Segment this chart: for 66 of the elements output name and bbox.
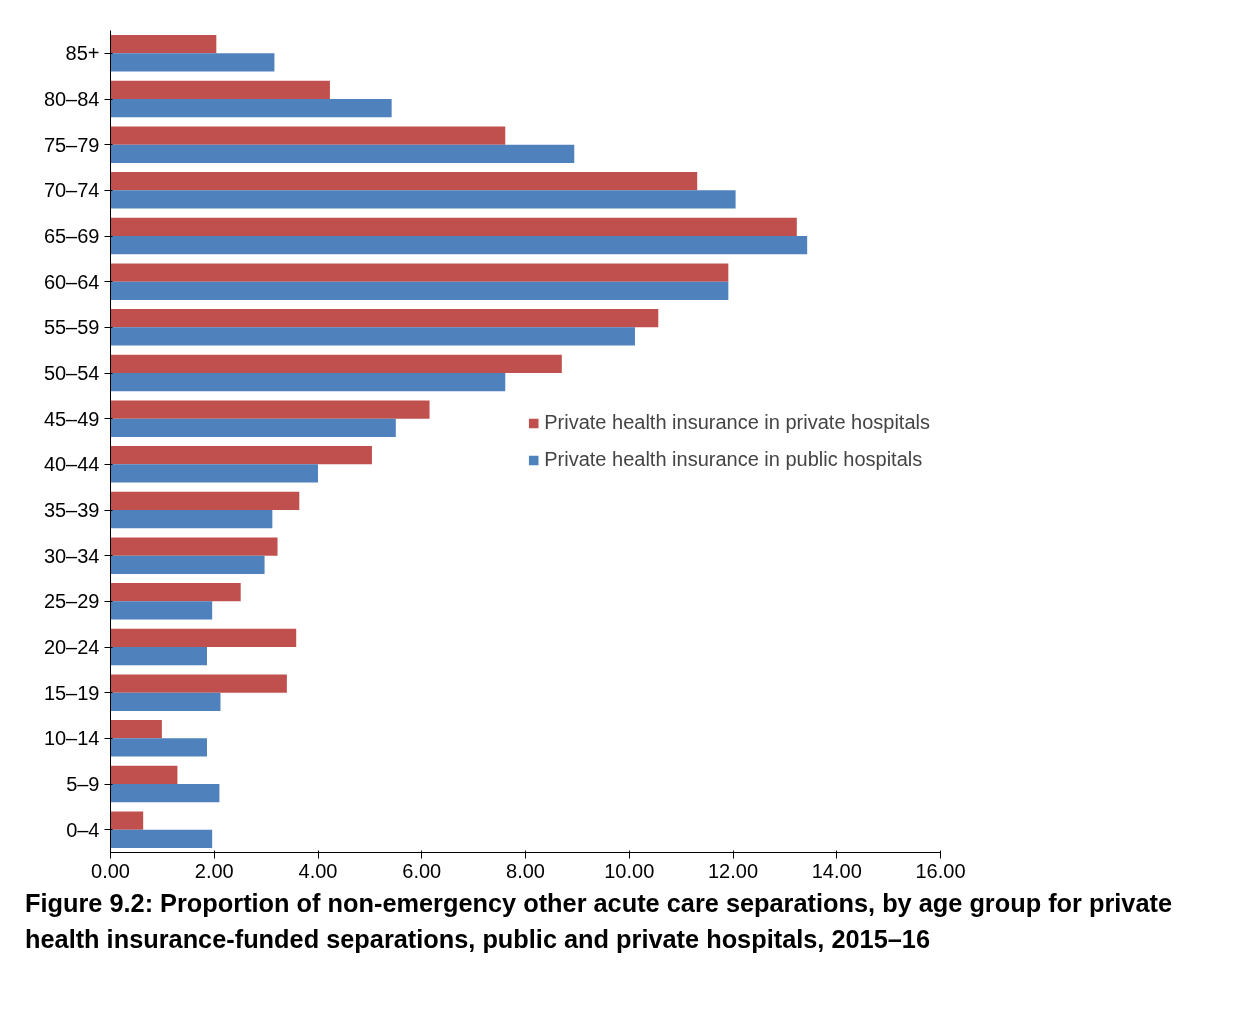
x-tick-label: 0.00	[91, 859, 130, 882]
y-tick-label: 65–69	[43, 225, 100, 247]
bar	[110, 738, 207, 757]
y-tick-label: 75–79	[43, 133, 100, 156]
bar	[110, 720, 162, 739]
bar	[110, 354, 562, 373]
bar	[110, 126, 506, 145]
bar	[110, 765, 178, 784]
bar	[110, 144, 575, 163]
x-tick-label: 8.00	[506, 859, 545, 882]
x-tick-label: 2.00	[194, 859, 234, 882]
y-tick-label: 35–39	[43, 499, 100, 521]
bar	[110, 692, 221, 711]
bar	[110, 601, 213, 620]
y-tick-label: 5–9	[66, 773, 100, 795]
y-tick-label: 40–44	[43, 453, 100, 476]
bar	[110, 510, 273, 529]
y-tick-label: 30–34	[43, 544, 100, 567]
y-tick-label: 10–14	[43, 727, 100, 750]
y-tick-label: 55–59	[43, 316, 100, 339]
bar	[110, 53, 275, 72]
y-tick-label: 25–29	[43, 590, 100, 613]
bar	[110, 446, 372, 465]
bar	[110, 373, 506, 392]
bar	[110, 309, 659, 328]
bar	[110, 172, 698, 191]
bar	[110, 327, 635, 346]
x-tick-label: 4.00	[298, 859, 338, 882]
bar	[110, 281, 729, 300]
x-tick-label: 12.00	[707, 859, 759, 882]
bar	[110, 400, 430, 419]
y-tick-label: 15–19	[43, 681, 100, 704]
bar	[110, 647, 207, 666]
bar	[110, 99, 392, 118]
bar	[110, 35, 217, 54]
bar	[110, 555, 265, 574]
bar	[110, 491, 300, 510]
y-tick-label: 70–74	[43, 179, 100, 202]
y-tick-label: 20–24	[43, 636, 100, 658]
x-tick-label: 16.00	[915, 859, 966, 882]
bar	[110, 263, 729, 282]
bar	[110, 784, 220, 803]
bar	[110, 811, 144, 830]
legend-label: Private health insurance in private hospitals	[544, 411, 930, 434]
text: Figure 9.2: Proportion of non-emergency other acute care separations, by age group for private health insurance-funded separations, public and private hospitals, 2015–16	[24, 888, 1174, 956]
bar	[110, 80, 330, 99]
bar	[110, 829, 213, 848]
x-tick-label: 10.00	[604, 859, 655, 882]
bar	[110, 537, 278, 556]
bar	[110, 236, 808, 255]
y-tick-label: 60–64	[43, 270, 100, 293]
x-tick-label: 6.00	[402, 859, 442, 882]
bar	[110, 674, 287, 693]
bar	[110, 583, 241, 602]
y-tick-label: 85+	[65, 42, 100, 65]
y-tick-label: 0–4	[66, 818, 100, 841]
y-tick-label: 45–49	[43, 407, 100, 430]
y-tick-label: 80–84	[43, 88, 100, 110]
bar	[110, 418, 396, 437]
bar	[110, 628, 297, 647]
bar	[110, 217, 797, 236]
y-tick-label: 50–54	[43, 362, 100, 384]
bar	[110, 190, 736, 209]
x-tick-label: 14.00	[811, 859, 862, 882]
bar	[110, 464, 318, 483]
legend-label: Private health insurance in public hospitals	[544, 448, 923, 471]
